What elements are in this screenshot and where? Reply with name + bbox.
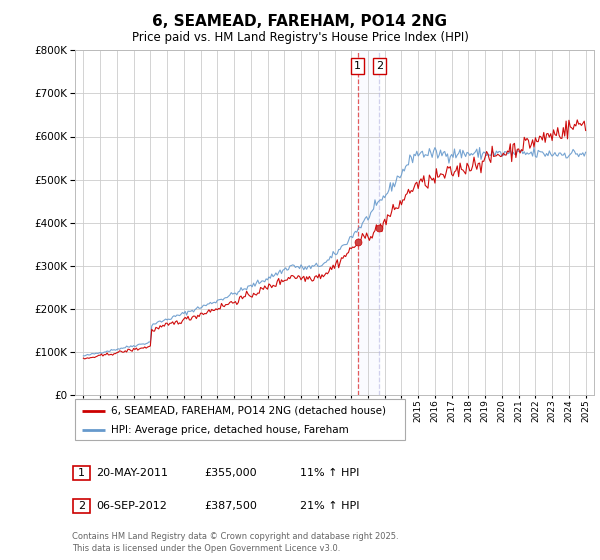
Text: 06-SEP-2012: 06-SEP-2012 bbox=[96, 501, 167, 511]
Text: 11% ↑ HPI: 11% ↑ HPI bbox=[300, 468, 359, 478]
Text: 6, SEAMEAD, FAREHAM, PO14 2NG (detached house): 6, SEAMEAD, FAREHAM, PO14 2NG (detached … bbox=[112, 405, 386, 416]
Text: Contains HM Land Registry data © Crown copyright and database right 2025.
This d: Contains HM Land Registry data © Crown c… bbox=[72, 533, 398, 553]
FancyBboxPatch shape bbox=[75, 399, 405, 440]
FancyBboxPatch shape bbox=[73, 498, 90, 513]
Text: 6, SEAMEAD, FAREHAM, PO14 2NG: 6, SEAMEAD, FAREHAM, PO14 2NG bbox=[152, 14, 448, 29]
Text: Price paid vs. HM Land Registry's House Price Index (HPI): Price paid vs. HM Land Registry's House … bbox=[131, 31, 469, 44]
Text: £355,000: £355,000 bbox=[204, 468, 257, 478]
Text: 20-MAY-2011: 20-MAY-2011 bbox=[96, 468, 168, 478]
Text: 1: 1 bbox=[354, 61, 361, 71]
FancyBboxPatch shape bbox=[73, 466, 90, 480]
Text: £387,500: £387,500 bbox=[204, 501, 257, 511]
Text: 1: 1 bbox=[78, 468, 85, 478]
Text: HPI: Average price, detached house, Fareham: HPI: Average price, detached house, Fare… bbox=[112, 424, 349, 435]
Text: 2: 2 bbox=[78, 501, 85, 511]
Bar bbox=[358, 50, 379, 395]
Text: 2: 2 bbox=[376, 61, 383, 71]
Text: 21% ↑ HPI: 21% ↑ HPI bbox=[300, 501, 359, 511]
